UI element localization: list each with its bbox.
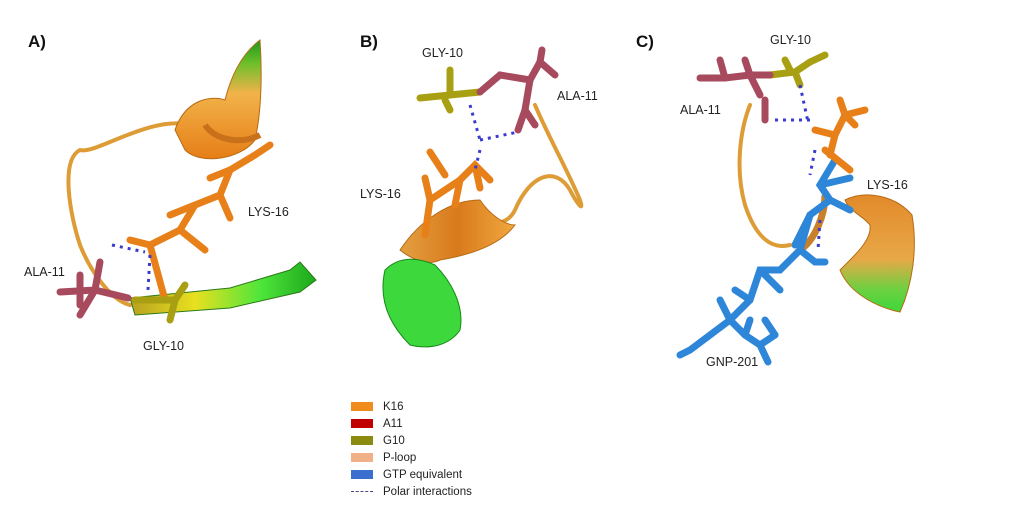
gly-side-chain [416, 66, 484, 114]
legend-label-a11: A11 [383, 417, 403, 430]
residue-label-ala11: ALA-11 [680, 103, 721, 117]
panel-b: B) [330, 0, 650, 390]
helix-end [382, 258, 462, 348]
panel-a: A) [0, 0, 330, 390]
residue-label-gly10: GLY-10 [422, 46, 464, 60]
legend-label-g10: G10 [383, 434, 405, 447]
residue-label-lys16: LYS-16 [360, 187, 401, 201]
panel-a-structure [56, 39, 317, 324]
legend-dash-polar [351, 491, 373, 492]
legend-swatch-k16 [351, 402, 373, 411]
panel-label-a: A) [28, 32, 46, 51]
residue-label-gnp201: GNP-201 [706, 355, 759, 369]
legend-swatch-gtp [351, 470, 373, 479]
panel-label-b: B) [360, 32, 378, 51]
legend-item-k16: K16 [351, 398, 472, 415]
loop-backbone [737, 103, 792, 248]
legend-label-polar: Polar interactions [383, 485, 472, 498]
polar-interactions [111, 243, 152, 291]
polar-interactions [468, 104, 519, 171]
legend-item-g10: G10 [351, 432, 472, 449]
legend-swatch-p-loop [351, 453, 373, 462]
legend-label-k16: K16 [383, 400, 404, 413]
helix [399, 199, 517, 263]
residue-label-ala11: ALA-11 [557, 89, 598, 103]
panel-label-c: C) [636, 32, 654, 51]
residue-label-gly10: GLY-10 [143, 339, 185, 353]
legend-swatch-a11 [351, 419, 373, 428]
helix [839, 194, 915, 313]
residue-label-lys16: LYS-16 [867, 178, 908, 192]
lys-side-chain [421, 148, 494, 239]
lys-side-chain [126, 141, 274, 304]
ala-side-chain [56, 258, 132, 319]
ala-side-chain [696, 56, 774, 124]
helix [174, 39, 262, 160]
panel-c-structure [676, 51, 915, 366]
panel-c: C) [636, 0, 1000, 390]
legend-item-gtp: GTP equivalent [351, 466, 472, 483]
lys-side-chain [811, 96, 869, 174]
legend-item-p-loop: P-loop [351, 449, 472, 466]
legend-item-polar: Polar interactions [351, 483, 472, 500]
gnp-molecule [676, 156, 854, 366]
residue-label-gly10: GLY-10 [770, 33, 812, 47]
polar-interactions [775, 84, 822, 251]
gly-side-chain [131, 281, 189, 324]
loop-backbone [458, 103, 584, 226]
legend-label-gtp: GTP equivalent [383, 468, 463, 481]
panel-b-structure [382, 46, 584, 348]
gly-side-chain [766, 51, 829, 89]
legend-swatch-g10 [351, 436, 373, 445]
residue-label-lys16: LYS-16 [248, 205, 289, 219]
legend-label-p-loop: P-loop [383, 451, 417, 464]
helix-fold [202, 123, 262, 144]
legend: K16 A11 G10 P-loop GTP equivalent Polar … [351, 398, 472, 500]
legend-item-a11: A11 [351, 415, 472, 432]
ala-side-chain [476, 46, 559, 134]
residue-label-ala11: ALA-11 [24, 265, 65, 279]
